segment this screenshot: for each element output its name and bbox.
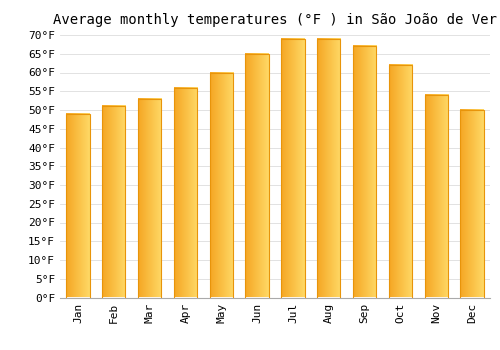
Bar [353,46,376,298]
Bar [138,99,161,298]
Bar [210,72,233,298]
Bar [460,110,483,298]
Bar [389,65,412,298]
Bar [246,54,268,298]
Title: Average monthly temperatures (°F ) in São João de Ver: Average monthly temperatures (°F ) in Sã… [53,13,497,27]
Bar [317,39,340,298]
Bar [424,95,448,298]
Bar [282,39,304,298]
Bar [102,106,126,298]
Bar [174,88,197,298]
Bar [66,114,90,298]
